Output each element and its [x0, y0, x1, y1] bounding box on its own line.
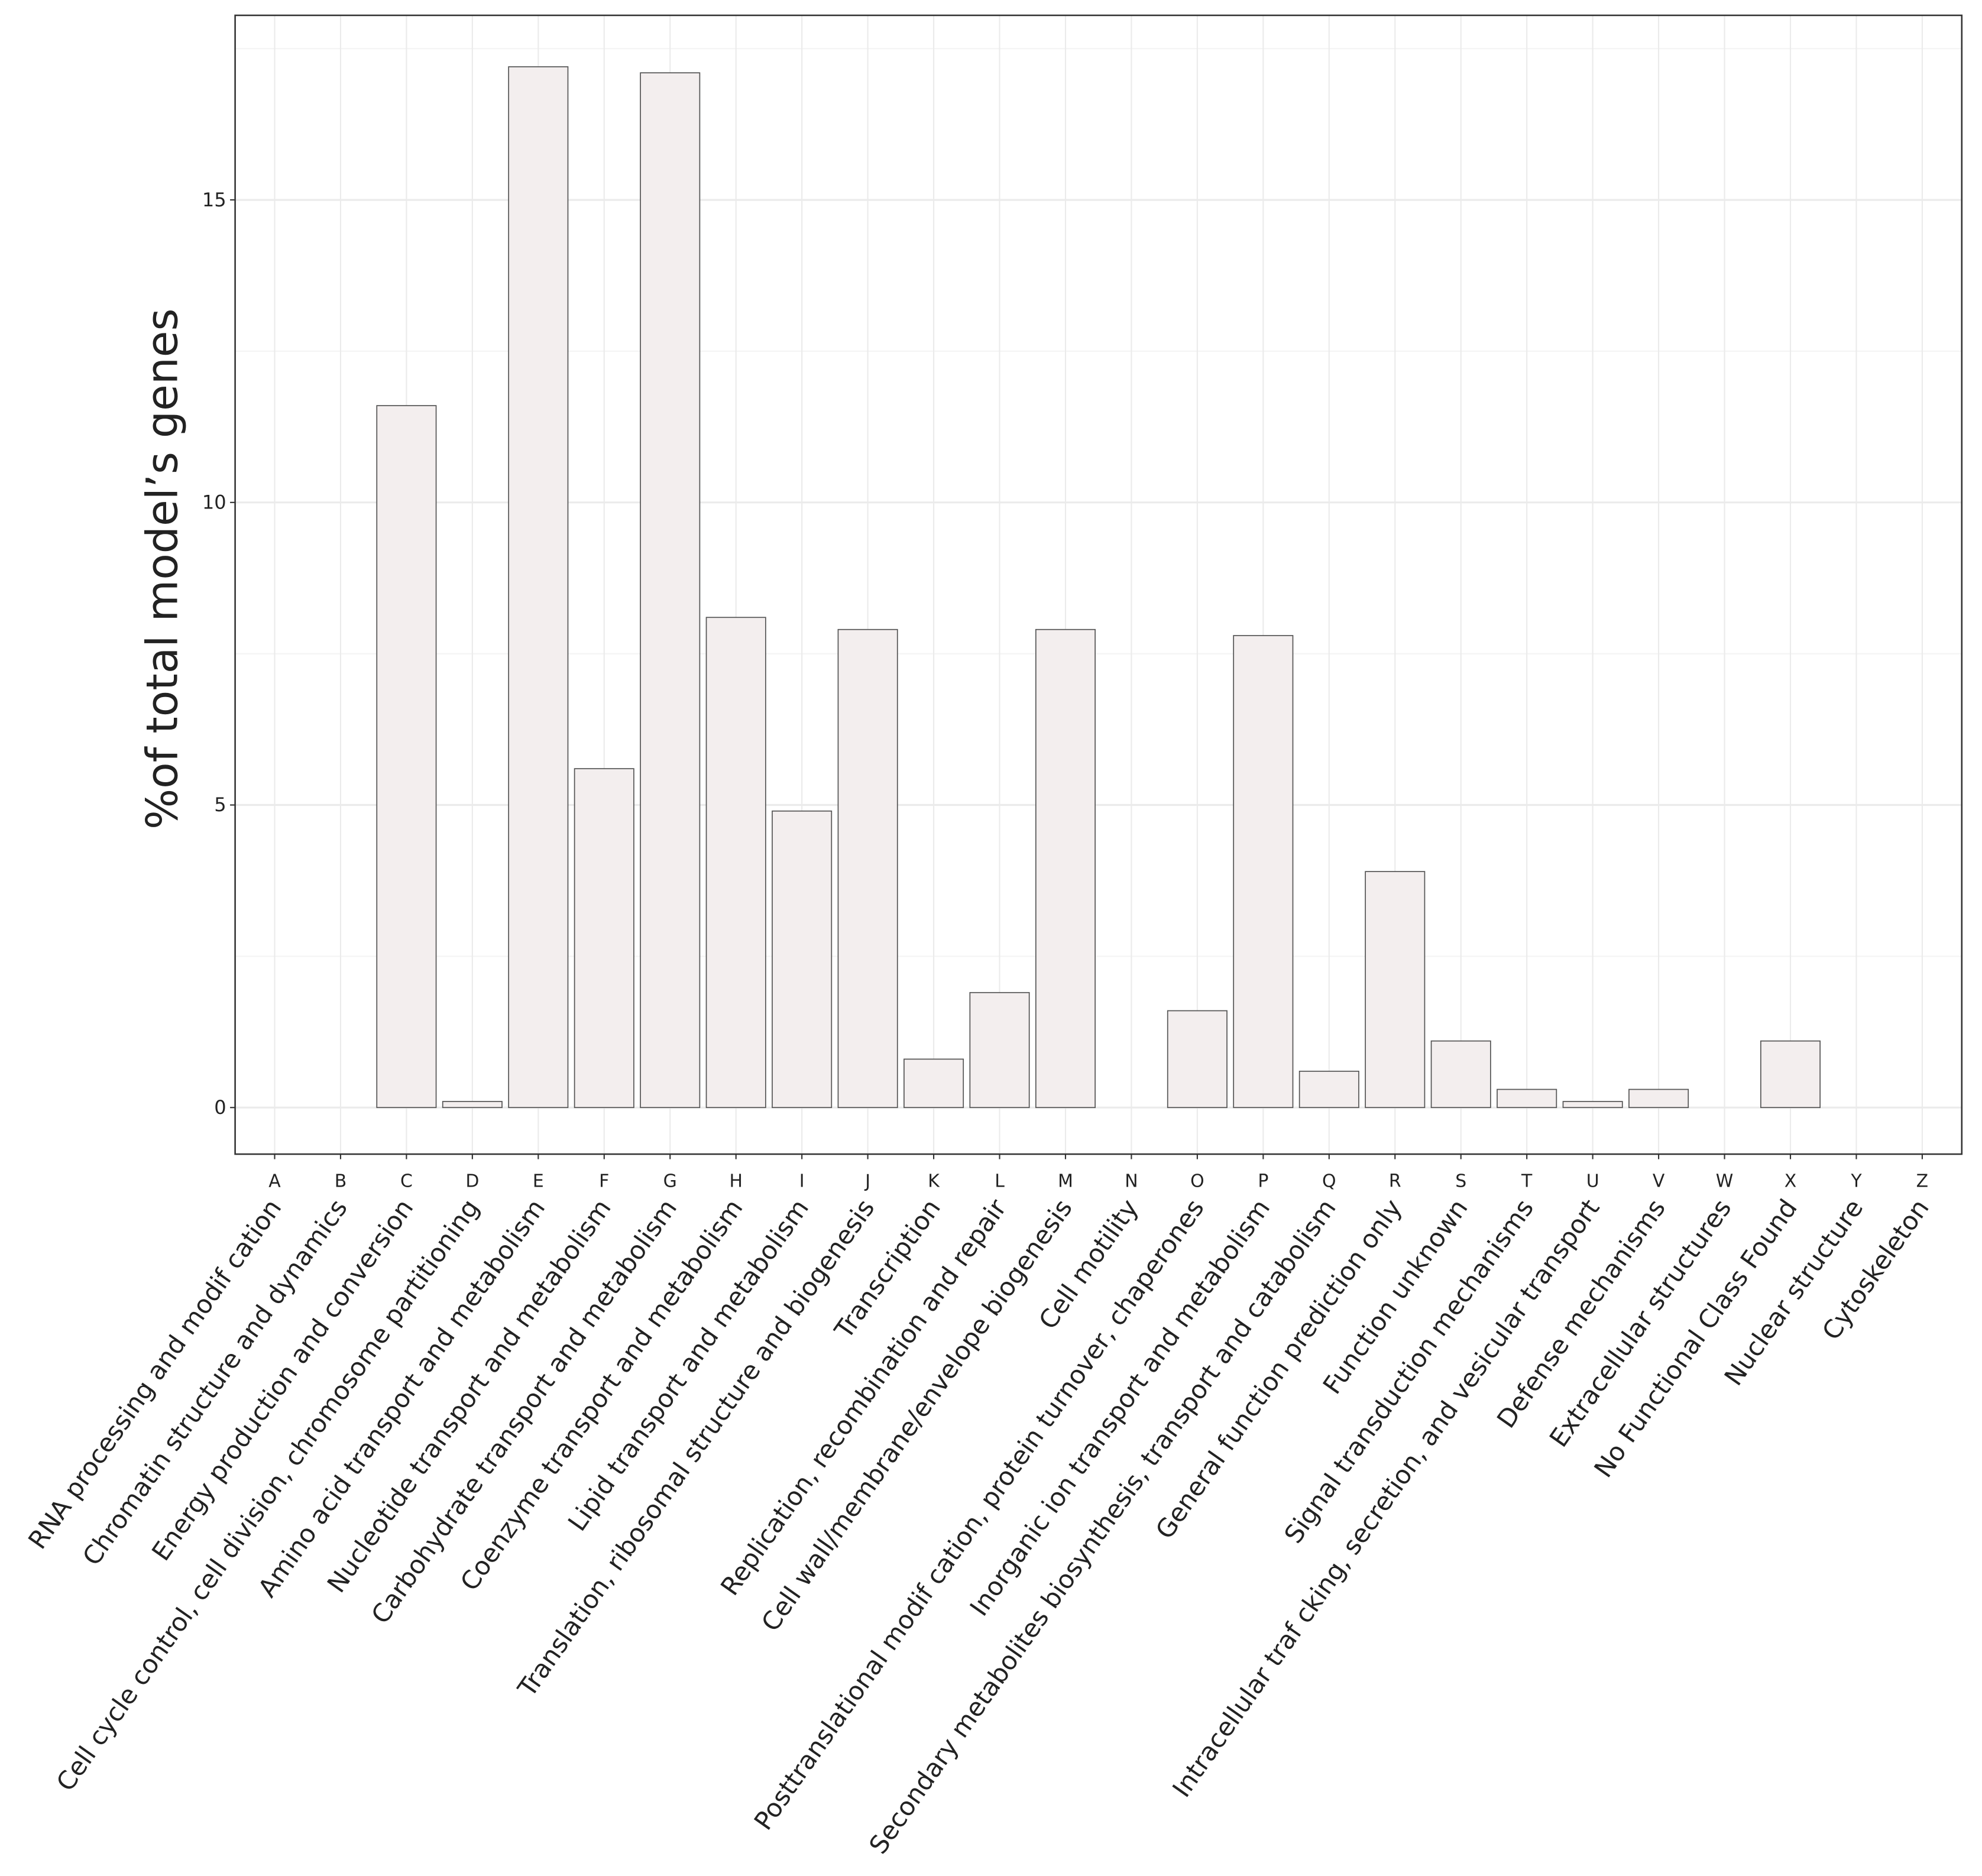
bar: [1497, 1088, 1557, 1109]
y-tick-label: 0: [214, 1096, 226, 1119]
x-tick-label: I: [799, 1171, 805, 1192]
x-tick-label: F: [599, 1171, 609, 1192]
y-tick-label: 10: [202, 491, 226, 513]
y-tick-label: 15: [202, 189, 226, 211]
x-tick-label: D: [465, 1171, 479, 1192]
bar: [1628, 1088, 1689, 1109]
y-tick-label: 5: [214, 793, 226, 816]
y-axis-title: %of total model’s genes: [138, 309, 187, 830]
x-tick-label: K: [928, 1171, 940, 1192]
bar: [1760, 1040, 1821, 1109]
bar: [772, 810, 833, 1109]
x-tick-label: L: [995, 1171, 1005, 1192]
bar: [1365, 871, 1426, 1109]
bar: [837, 628, 898, 1109]
bar: [376, 405, 437, 1109]
x-tick-label: E: [533, 1171, 544, 1192]
x-tick-label: H: [729, 1171, 743, 1192]
bar: [508, 66, 569, 1109]
x-tick-label: T: [1521, 1171, 1533, 1192]
x-tick-label: U: [1586, 1171, 1599, 1192]
bar: [1167, 1010, 1228, 1109]
x-tick-label: O: [1190, 1171, 1204, 1192]
x-tick-label: M: [1058, 1171, 1073, 1192]
x-tick-label: N: [1125, 1171, 1138, 1192]
x-tick-label: B: [335, 1171, 347, 1192]
bar: [705, 617, 766, 1109]
x-tick-label: G: [663, 1171, 677, 1192]
x-tick-label: R: [1389, 1171, 1401, 1192]
x-tick-label: J: [864, 1171, 870, 1192]
bar: [1562, 1101, 1623, 1109]
x-tick-label: Q: [1322, 1171, 1336, 1192]
x-tick-label: V: [1653, 1171, 1665, 1192]
x-tick-label: W: [1716, 1171, 1734, 1192]
bar: [969, 992, 1030, 1109]
x-tick-label: A: [268, 1171, 281, 1192]
x-tick-label: P: [1258, 1171, 1268, 1192]
bar: [442, 1101, 503, 1109]
bar: [903, 1058, 964, 1109]
bar: [574, 768, 634, 1109]
x-tick-label: X: [1785, 1171, 1797, 1192]
bar: [1430, 1040, 1491, 1109]
x-tick-label: S: [1455, 1171, 1466, 1192]
x-tick-label: C: [400, 1171, 413, 1192]
x-tick-label: Z: [1916, 1171, 1928, 1192]
bar: [640, 72, 701, 1109]
bar: [1035, 628, 1096, 1109]
panel-border: [234, 14, 1963, 1155]
bar: [1298, 1070, 1359, 1109]
x-tick-label: Y: [1850, 1171, 1862, 1192]
bar: [1233, 635, 1294, 1109]
